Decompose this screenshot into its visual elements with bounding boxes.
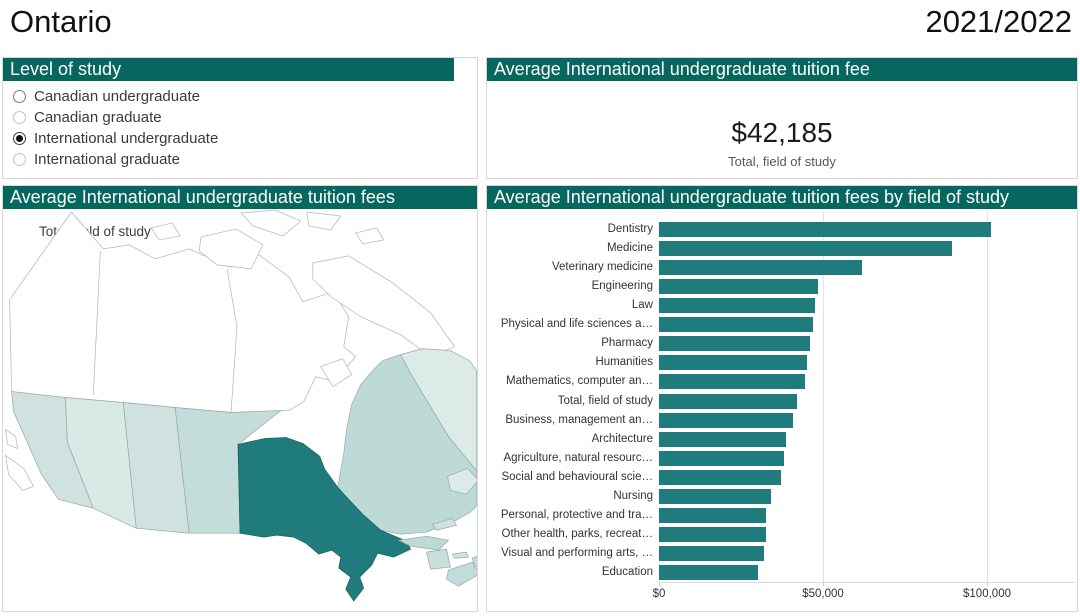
haida-gwaii-island [5, 428, 18, 449]
southampton-island [320, 358, 353, 388]
chart-bar-business-management-an[interactable] [659, 412, 794, 428]
radio-option-international-undergraduate[interactable]: International undergraduate [13, 128, 477, 149]
nwt-nunavut-border [226, 268, 238, 413]
panel-level-of-study: Level of study Canadian undergraduate Can… [2, 57, 478, 179]
radio-option-label: Canadian graduate [34, 109, 162, 126]
map-region-gaspe[interactable] [397, 535, 450, 551]
x-gridline [987, 211, 988, 582]
chart-bar-label: Agriculture, natural resourc… [503, 451, 653, 464]
chart-bar-architecture[interactable] [659, 431, 786, 447]
chart-bar-engineering[interactable] [659, 279, 818, 295]
chart-bar-agriculture-natural-resourc[interactable] [659, 450, 784, 466]
chart-bar-label: Other health, parks, recreat… [501, 527, 653, 540]
map-region-anticosti[interactable] [431, 517, 457, 531]
victoria-island [198, 228, 264, 270]
page-title: Ontario [10, 4, 112, 39]
chart-bar-humanities[interactable] [659, 355, 808, 371]
chart-area: $0 $50,000 $100,000 Dentistry Medicine Veteri… [487, 209, 1077, 611]
chart-bar-other-health-parks-recreat[interactable] [659, 526, 767, 542]
radio-option-label: International graduate [34, 151, 180, 168]
chart-bar-medicine[interactable] [659, 241, 952, 257]
x-gridline [823, 211, 824, 582]
vancouver-island [5, 454, 35, 491]
arctic-island [150, 222, 181, 241]
x-axis-tick [823, 582, 824, 586]
canada-map [5, 209, 477, 602]
radio-option-canadian-undergraduate[interactable]: Canadian undergraduate [13, 86, 477, 107]
x-axis-tick-label: $50,000 [802, 588, 844, 600]
radio-icon[interactable] [13, 153, 26, 166]
chart-bar-label: Law [631, 299, 653, 312]
chart-bar-education[interactable] [659, 565, 758, 581]
map-region-new-brunswick[interactable] [426, 548, 451, 570]
x-axis-tick-label: $100,000 [963, 588, 1011, 600]
chart-bar-visual-and-performing-arts[interactable] [659, 546, 764, 562]
radio-option-international-graduate[interactable]: International graduate [13, 149, 477, 170]
chart-bar-label: Pharmacy [601, 337, 653, 350]
page-year: 2021/2022 [925, 4, 1072, 39]
arctic-island [306, 211, 342, 231]
radio-icon[interactable] [13, 90, 26, 103]
chart-bar-mathematics-computer-an[interactable] [659, 374, 805, 390]
panel-summary: Average International undergraduate tuit… [486, 57, 1078, 179]
summary-header: Average International undergraduate tuit… [487, 58, 1077, 81]
radio-option-canadian-graduate[interactable]: Canadian graduate [13, 107, 477, 128]
map-region-labrador[interactable] [400, 348, 477, 472]
chart-bar-label: Visual and performing arts, … [501, 547, 653, 560]
chart-header: Average International undergraduate tuit… [487, 186, 1077, 209]
map-header: Average International undergraduate tuit… [3, 186, 477, 209]
chart-bar-social-and-behavioural-scie[interactable] [659, 469, 782, 485]
x-axis-line [659, 582, 1075, 583]
summary-value: $42,185 [731, 117, 833, 148]
panel-chart: Average International undergraduate tuit… [486, 185, 1078, 612]
ellesmere-island [240, 209, 302, 237]
chart-bar-dentistry[interactable] [659, 222, 992, 237]
chart-bar-pharmacy[interactable] [659, 336, 810, 352]
map-region-nova-scotia[interactable] [446, 561, 477, 587]
map-region-prince-edward-island[interactable] [451, 551, 469, 559]
map-region-territories[interactable] [9, 211, 357, 413]
map-region-newfoundland[interactable] [447, 467, 477, 495]
level-of-study-header: Level of study [3, 58, 454, 81]
chart-bar-label: Nursing [613, 489, 653, 502]
chart-bar-label: Education [601, 566, 653, 579]
chart-bar-label: Total, field of study [557, 394, 653, 407]
chart-bar-personal-protective-and-tra[interactable] [659, 507, 767, 523]
chart-bar-label: Mathematics, computer an… [505, 375, 653, 388]
chart-bar-label: Business, management an… [505, 413, 653, 426]
panel-map: Average International undergraduate tuit… [2, 185, 478, 612]
map-region-alberta[interactable] [65, 397, 137, 529]
chart-bar-total-field-of-study[interactable] [659, 393, 798, 409]
radio-icon[interactable] [13, 111, 26, 124]
chart-bar-veterinary-medicine[interactable] [659, 260, 863, 276]
radio-option-label: International undergraduate [34, 130, 219, 147]
chart-bar-label: Physical and life sciences a… [500, 318, 653, 331]
radio-group: Canadian undergraduate Canadian graduate I… [3, 81, 477, 170]
x-axis-tick [987, 582, 988, 586]
chart-bar-label: Personal, protective and tra… [500, 508, 653, 521]
chart-bar-physical-and-life-sciences-a[interactable] [659, 317, 814, 333]
chart-bar-label: Architecture [591, 432, 653, 445]
chart-bar-law[interactable] [659, 298, 816, 314]
chart-bar-nursing[interactable] [659, 488, 772, 504]
x-axis-tick-label: $0 [652, 588, 666, 600]
summary-caption: Total, field of study [728, 154, 836, 169]
chart-bar-label: Medicine [606, 242, 653, 255]
chart-bar-label: Dentistry [607, 223, 653, 235]
radio-icon[interactable] [13, 132, 26, 145]
chart-bar-label: Veterinary medicine [552, 261, 653, 274]
map-region-cape-breton[interactable] [472, 554, 477, 568]
radio-option-label: Canadian undergraduate [34, 88, 200, 105]
chart-bar-label: Engineering [591, 280, 653, 293]
arctic-island [355, 227, 385, 245]
chart-bar-label: Humanities [595, 356, 653, 369]
chart-bar-label: Social and behavioural scie… [501, 470, 653, 483]
map-region-ontario[interactable] [237, 437, 412, 602]
yukon-nwt-border [93, 250, 101, 395]
x-axis-tick [659, 582, 660, 586]
